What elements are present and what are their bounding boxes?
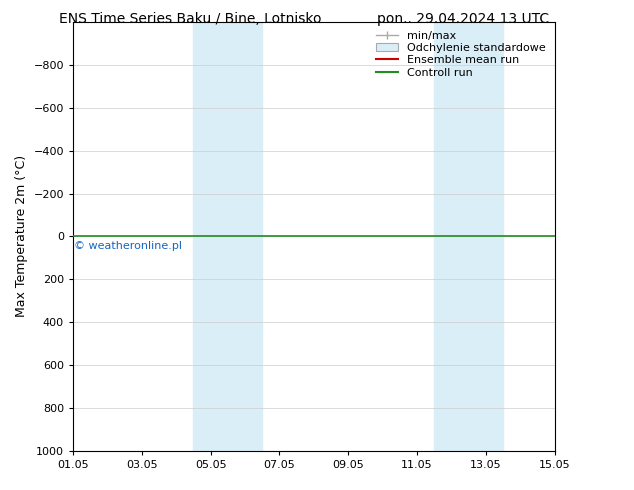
Legend: min/max, Odchylenie standardowe, Ensemble mean run, Controll run: min/max, Odchylenie standardowe, Ensembl…	[373, 27, 549, 81]
Bar	[469, 22, 503, 451]
Y-axis label: Max Temperature 2m (°C): Max Temperature 2m (°C)	[15, 155, 28, 318]
Bar	[193, 22, 228, 451]
Bar	[228, 22, 262, 451]
Text: pon.. 29.04.2024 13 UTC: pon.. 29.04.2024 13 UTC	[377, 12, 549, 26]
Text: ENS Time Series Baku / Bine, Lotnisko: ENS Time Series Baku / Bine, Lotnisko	[59, 12, 321, 26]
Bar	[434, 22, 469, 451]
Text: © weatheronline.pl: © weatheronline.pl	[74, 241, 181, 251]
